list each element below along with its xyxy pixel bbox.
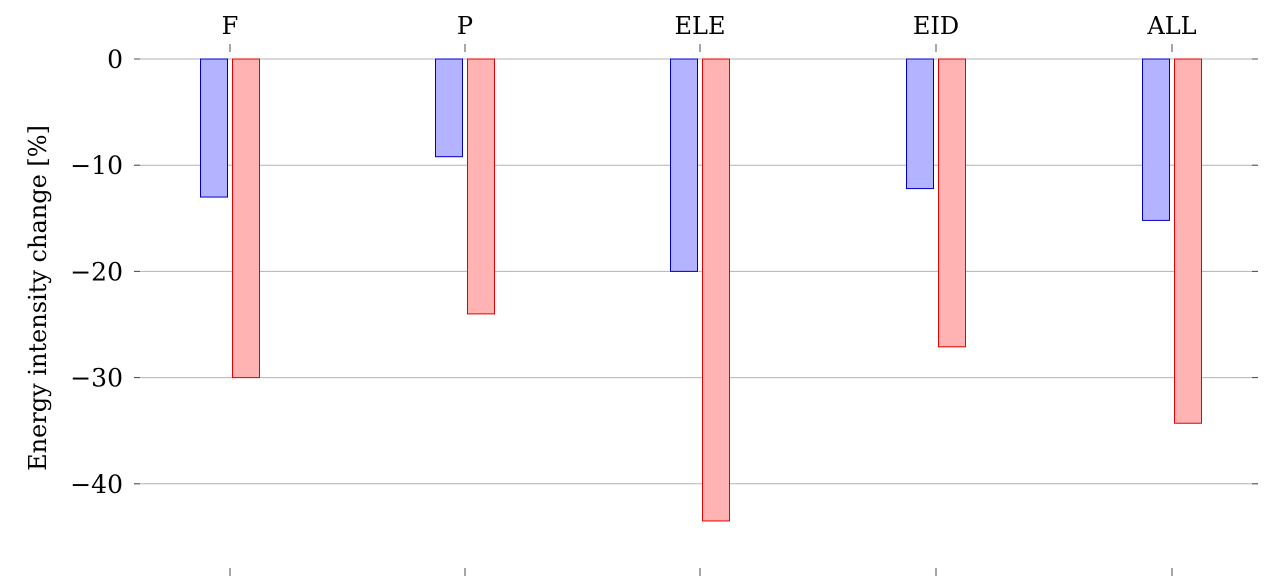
category-label-p: P bbox=[457, 12, 473, 40]
category-label-eid: EID bbox=[913, 12, 959, 40]
category-labels: F P ELE EID ALL bbox=[222, 12, 1197, 40]
bar-eid-series-1 bbox=[906, 58, 934, 190]
bar-all-series-1 bbox=[1142, 58, 1170, 221]
bars bbox=[200, 58, 1202, 522]
bar-p-series-1 bbox=[435, 58, 463, 158]
y-axis-title: Energy intensity change [%] bbox=[24, 125, 52, 471]
bar-ele-series-1 bbox=[670, 58, 698, 272]
bar-ele-series-2 bbox=[702, 58, 730, 522]
y-tick-labels: 0 −10 −20 −30 −40 bbox=[70, 45, 123, 499]
bar-f-series-1 bbox=[200, 58, 228, 198]
bar-p-series-2 bbox=[467, 58, 495, 315]
y-tick-label: 0 bbox=[107, 45, 123, 74]
y-tick-label: −40 bbox=[70, 470, 123, 499]
category-label-all: ALL bbox=[1146, 12, 1196, 40]
y-tick-label: −30 bbox=[70, 364, 123, 393]
y-tick-label: −20 bbox=[70, 257, 123, 286]
bar-f-series-2 bbox=[232, 58, 260, 379]
y-tick-label: −10 bbox=[70, 151, 123, 180]
category-label-ele: ELE bbox=[675, 12, 726, 40]
bar-all-series-2 bbox=[1174, 58, 1202, 424]
category-label-f: F bbox=[222, 12, 239, 40]
bar-eid-series-2 bbox=[938, 58, 966, 348]
tick-marks bbox=[134, 44, 1258, 576]
